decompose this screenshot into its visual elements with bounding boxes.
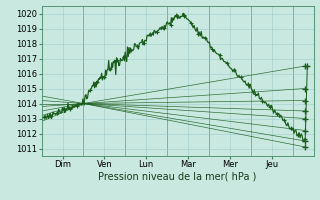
X-axis label: Pression niveau de la mer( hPa ): Pression niveau de la mer( hPa ) — [99, 172, 257, 182]
